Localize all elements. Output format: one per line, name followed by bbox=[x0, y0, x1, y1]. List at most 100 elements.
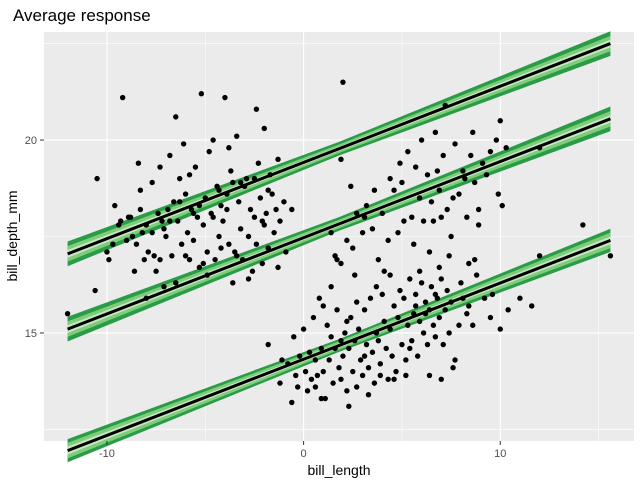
data-point bbox=[236, 199, 242, 205]
data-point bbox=[206, 148, 212, 155]
data-point bbox=[177, 199, 183, 205]
data-point bbox=[483, 172, 490, 178]
data-point bbox=[338, 260, 344, 267]
data-point bbox=[346, 403, 352, 409]
data-point bbox=[194, 214, 201, 220]
data-point bbox=[291, 334, 297, 340]
x-tick-label: 0 bbox=[301, 448, 307, 460]
data-point bbox=[399, 179, 405, 186]
data-point bbox=[361, 307, 368, 313]
data-point bbox=[428, 199, 435, 205]
data-point bbox=[230, 280, 236, 286]
data-point bbox=[456, 191, 462, 197]
data-point bbox=[157, 164, 163, 170]
data-point bbox=[365, 391, 372, 398]
data-point bbox=[426, 372, 433, 379]
data-point bbox=[261, 222, 267, 228]
data-point bbox=[350, 368, 356, 375]
data-point bbox=[257, 195, 264, 201]
data-point bbox=[306, 349, 313, 355]
data-point bbox=[405, 322, 411, 328]
data-point bbox=[432, 129, 439, 136]
data-point bbox=[475, 206, 482, 213]
data-point bbox=[165, 206, 171, 213]
data-point bbox=[391, 187, 397, 193]
data-point bbox=[127, 214, 134, 220]
data-point bbox=[161, 283, 167, 290]
data-point bbox=[430, 322, 437, 328]
data-point bbox=[137, 187, 144, 193]
data-point bbox=[346, 345, 352, 352]
data-point bbox=[446, 330, 452, 336]
data-point bbox=[381, 268, 387, 274]
data-point bbox=[245, 233, 252, 240]
data-point bbox=[135, 160, 142, 166]
data-point bbox=[200, 222, 206, 228]
data-point bbox=[440, 341, 446, 348]
data-point bbox=[432, 334, 439, 340]
data-point bbox=[293, 372, 299, 379]
data-point bbox=[326, 357, 332, 363]
x-axis-ticks: -10 0 10 bbox=[99, 441, 506, 460]
data-point bbox=[289, 206, 295, 213]
data-point bbox=[371, 380, 378, 386]
data-point bbox=[468, 152, 474, 159]
data-point bbox=[352, 272, 358, 278]
data-point bbox=[391, 376, 397, 382]
data-point bbox=[430, 218, 437, 224]
data-point bbox=[340, 79, 346, 85]
data-point bbox=[226, 241, 232, 247]
data-point bbox=[180, 141, 187, 147]
data-point bbox=[495, 191, 501, 197]
data-point bbox=[261, 125, 267, 132]
data-point bbox=[359, 229, 366, 236]
data-point bbox=[151, 253, 157, 259]
data-point bbox=[279, 357, 285, 363]
data-point bbox=[387, 175, 393, 182]
data-point bbox=[106, 256, 112, 263]
data-point bbox=[281, 199, 287, 205]
data-point bbox=[397, 160, 403, 166]
data-point bbox=[320, 368, 326, 375]
x-tick-label: 10 bbox=[494, 448, 506, 460]
data-point bbox=[411, 241, 417, 247]
data-point bbox=[271, 229, 277, 236]
data-point bbox=[131, 268, 138, 274]
data-point bbox=[94, 175, 100, 182]
data-point bbox=[536, 253, 543, 259]
data-point bbox=[409, 214, 415, 220]
data-point bbox=[348, 183, 354, 190]
data-point bbox=[192, 164, 199, 170]
data-point bbox=[456, 322, 462, 328]
data-point bbox=[473, 272, 480, 278]
data-point bbox=[212, 256, 218, 263]
data-point bbox=[190, 210, 197, 217]
data-point bbox=[475, 222, 482, 228]
data-point bbox=[137, 206, 144, 213]
data-point bbox=[308, 376, 315, 382]
data-point bbox=[312, 384, 319, 390]
data-point bbox=[277, 218, 283, 224]
data-point bbox=[218, 202, 224, 209]
data-point bbox=[265, 341, 271, 348]
data-point bbox=[300, 326, 307, 332]
data-point bbox=[472, 256, 478, 263]
data-point bbox=[273, 206, 279, 213]
data-point bbox=[110, 241, 116, 247]
data-point bbox=[413, 303, 419, 309]
data-point bbox=[173, 114, 179, 120]
x-tick-label: -10 bbox=[99, 448, 115, 460]
data-point bbox=[438, 214, 444, 220]
data-point bbox=[320, 303, 326, 309]
fit-line-3 bbox=[67, 238, 611, 453]
data-point bbox=[458, 280, 464, 286]
data-point bbox=[428, 283, 435, 290]
data-point bbox=[436, 314, 442, 321]
data-point bbox=[354, 299, 360, 305]
data-point bbox=[310, 314, 317, 321]
data-point bbox=[112, 202, 118, 209]
data-point bbox=[328, 283, 334, 290]
data-point bbox=[247, 206, 254, 213]
data-point bbox=[464, 214, 470, 220]
